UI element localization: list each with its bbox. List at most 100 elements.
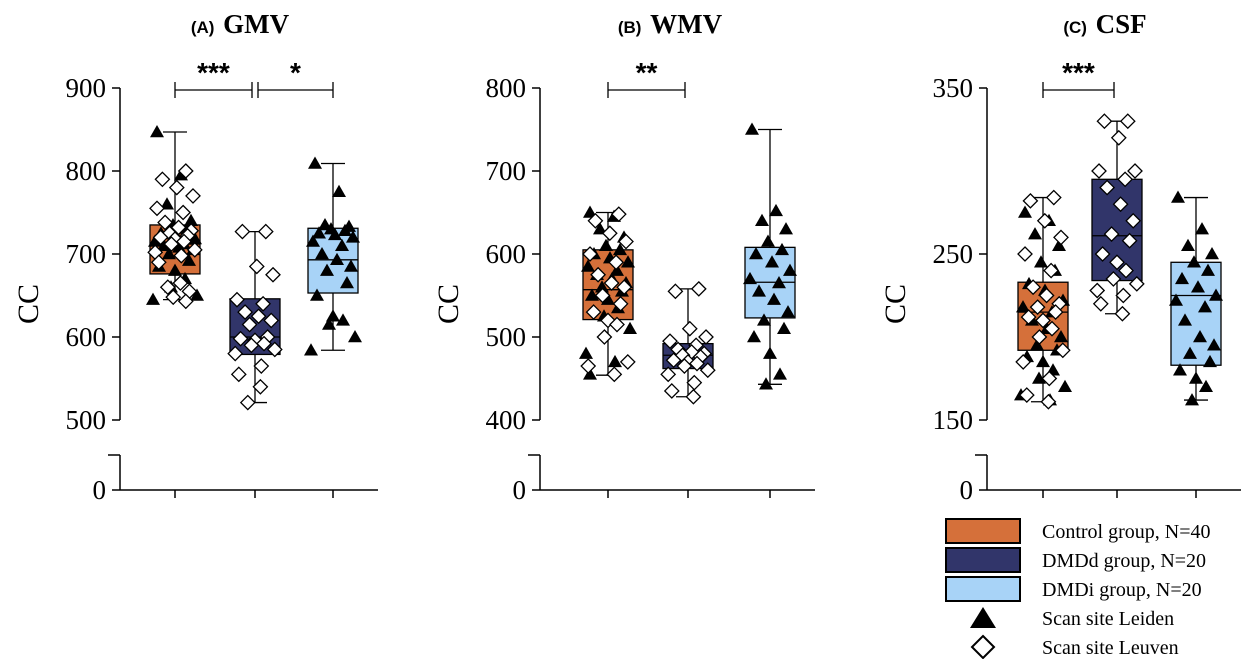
point-leuven bbox=[1040, 393, 1057, 410]
point-leuven bbox=[609, 316, 625, 333]
point-leuven bbox=[154, 171, 171, 188]
point-leuven bbox=[1094, 246, 1111, 262]
point-leiden bbox=[743, 271, 757, 285]
point-leiden bbox=[759, 377, 773, 390]
legend-swatch bbox=[945, 518, 1021, 544]
point-leiden bbox=[745, 122, 759, 135]
point-leiden bbox=[1036, 354, 1050, 368]
point-leiden bbox=[1185, 393, 1199, 406]
point-leiden bbox=[757, 313, 771, 326]
legend-item-3: DMDi group, N=20 bbox=[945, 576, 1202, 602]
point-leiden bbox=[1034, 255, 1048, 268]
point-leiden bbox=[593, 222, 607, 235]
point-leuven bbox=[248, 258, 265, 275]
point-leuven bbox=[1038, 287, 1055, 304]
y-tick-label: 500 bbox=[486, 322, 527, 352]
point-leuven bbox=[596, 329, 613, 345]
point-leiden bbox=[581, 259, 595, 272]
point-leiden bbox=[335, 238, 349, 251]
point-leiden bbox=[146, 292, 160, 305]
point-leuven bbox=[266, 341, 283, 358]
point-leuven bbox=[163, 236, 180, 252]
legend-item-4: Scan site Leiden bbox=[970, 607, 1174, 630]
point-leuven bbox=[1096, 113, 1113, 130]
point-leiden bbox=[773, 367, 787, 380]
point-leuven bbox=[186, 241, 203, 258]
point-leuven bbox=[1099, 179, 1116, 196]
point-leuven bbox=[1121, 232, 1138, 249]
point-leiden bbox=[1207, 338, 1221, 351]
box-group-2 bbox=[660, 280, 716, 405]
point-leiden bbox=[769, 203, 783, 217]
point-leiden bbox=[312, 226, 326, 239]
point-leuven bbox=[685, 388, 702, 405]
point-leuven bbox=[618, 233, 634, 250]
point-leuven bbox=[676, 358, 693, 374]
point-leiden bbox=[601, 292, 615, 305]
point-leiden bbox=[346, 230, 360, 243]
point-leuven bbox=[227, 345, 244, 362]
panel-letter: (A) bbox=[191, 18, 219, 37]
point-leiden bbox=[1183, 346, 1197, 359]
point-leiden bbox=[1209, 288, 1223, 301]
point-leiden bbox=[168, 263, 182, 276]
point-leuven bbox=[239, 394, 256, 411]
point-leiden bbox=[610, 263, 624, 276]
point-leuven bbox=[1045, 189, 1062, 206]
point-leuven bbox=[152, 229, 169, 246]
box-group-3 bbox=[304, 156, 362, 356]
point-leuven bbox=[1047, 304, 1064, 321]
point-leuven bbox=[173, 247, 190, 264]
point-leiden bbox=[336, 313, 350, 326]
point-leuven bbox=[667, 283, 684, 300]
y-tick-label: 800 bbox=[486, 73, 527, 103]
legend-diamond-icon bbox=[970, 634, 996, 659]
panel-letter: (B) bbox=[618, 18, 646, 37]
point-leuven bbox=[237, 304, 254, 321]
point-leuven bbox=[150, 254, 167, 271]
point-leuven bbox=[603, 275, 620, 291]
point-leuven bbox=[256, 335, 272, 352]
legend-label: Scan site Leiden bbox=[1042, 608, 1174, 630]
legend-label: Control group, N=40 bbox=[1042, 521, 1211, 543]
point-leuven bbox=[241, 316, 258, 333]
legend-label: Scan site Leuven bbox=[1042, 637, 1179, 659]
legend-swatch bbox=[945, 576, 1021, 602]
point-leiden bbox=[767, 292, 781, 305]
point-leuven bbox=[690, 280, 707, 297]
point-leiden bbox=[1016, 300, 1030, 313]
point-leiden bbox=[148, 234, 162, 247]
point-leuven bbox=[663, 383, 680, 399]
box-group-3 bbox=[1169, 190, 1223, 406]
point-leuven bbox=[1054, 342, 1071, 359]
point-leuven bbox=[686, 374, 703, 391]
point-leuven bbox=[616, 279, 633, 296]
point-leiden bbox=[332, 184, 346, 197]
point-leuven bbox=[1015, 353, 1032, 370]
point-leuven bbox=[159, 279, 176, 296]
point-leiden bbox=[348, 330, 362, 343]
significance-bracket: * bbox=[257, 57, 334, 98]
point-leuven bbox=[157, 214, 174, 231]
point-leuven bbox=[229, 291, 245, 308]
point-leuven bbox=[263, 312, 280, 329]
point-leiden bbox=[306, 234, 320, 247]
point-leiden bbox=[775, 242, 789, 256]
significance-label: *** bbox=[1062, 57, 1095, 88]
point-leuven bbox=[665, 352, 682, 369]
box-group-2 bbox=[227, 223, 283, 411]
y-tick-label: 600 bbox=[66, 322, 107, 352]
point-leuven bbox=[1043, 262, 1060, 279]
y-tick-label: 0 bbox=[960, 475, 974, 505]
box-group-1 bbox=[579, 205, 637, 383]
panel-letter: (C) bbox=[1063, 18, 1091, 37]
point-leuven bbox=[177, 163, 194, 179]
point-leiden bbox=[190, 288, 204, 301]
y-axis-label: CC bbox=[879, 284, 912, 324]
point-leiden bbox=[1169, 293, 1183, 306]
legend-item-2: DMDd group, N=20 bbox=[945, 547, 1206, 573]
point-leiden bbox=[320, 263, 334, 276]
chart-panel-2: (B) WMV 0 400 500 600 700 800 CC ** bbox=[432, 9, 815, 505]
y-axis-label: CC bbox=[12, 284, 45, 324]
point-leuven bbox=[1105, 270, 1122, 287]
